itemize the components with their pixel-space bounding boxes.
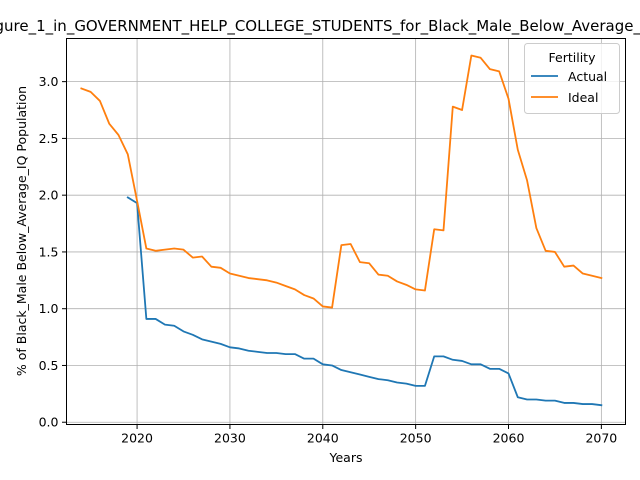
series-line-ideal bbox=[80, 54, 603, 309]
y-tick-label: 0.0 bbox=[39, 415, 59, 430]
x-tick-label: 2020 bbox=[121, 431, 153, 446]
y-tick-label: 3.0 bbox=[39, 74, 59, 89]
x-tick-label: 2060 bbox=[493, 431, 525, 446]
legend-title: Fertility bbox=[549, 50, 597, 65]
plot-frame bbox=[66, 38, 626, 425]
legend-label-ideal: Ideal bbox=[568, 90, 598, 105]
x-tick-label: 2040 bbox=[307, 431, 339, 446]
y-axis: 0.0 0.5 1.0 1.5 2.0 2.5 3.0 bbox=[39, 74, 67, 430]
series-layer bbox=[80, 54, 603, 407]
series-line-actual bbox=[126, 196, 603, 407]
y-tick-label: 2.0 bbox=[39, 188, 59, 203]
x-tick-label: 2030 bbox=[214, 431, 246, 446]
x-axis-label: Years bbox=[329, 450, 363, 465]
x-axis: 2020 2030 2040 2050 2060 2070 bbox=[121, 424, 617, 446]
y-axis-label: % of Black_Male Below_Average_IQ Populat… bbox=[14, 86, 29, 376]
x-tick-label: 2050 bbox=[400, 431, 432, 446]
chart-title: Figure_1_in_GOVERNMENT_HELP_COLLEGE_STUD… bbox=[0, 17, 640, 36]
legend: Fertility Actual Ideal bbox=[524, 43, 620, 114]
y-tick-label: 1.0 bbox=[39, 301, 59, 316]
y-tick-label: 1.5 bbox=[39, 244, 59, 259]
y-tick-label: 0.5 bbox=[39, 358, 59, 373]
legend-label-actual: Actual bbox=[568, 69, 607, 84]
legend-box bbox=[524, 43, 620, 114]
x-tick-label: 2070 bbox=[585, 431, 617, 446]
y-tick-label: 2.5 bbox=[39, 131, 59, 146]
